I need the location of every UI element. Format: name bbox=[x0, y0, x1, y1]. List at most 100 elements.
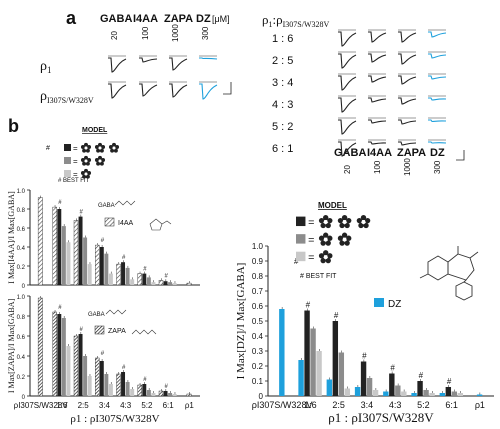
best-fit-mark: # bbox=[164, 384, 168, 390]
bar-model-1-1 bbox=[57, 209, 62, 285]
bar-model-2-3 bbox=[104, 253, 109, 285]
model-flower-0-0-petal bbox=[327, 217, 333, 224]
model-flower-0-2-petal bbox=[356, 217, 363, 224]
ratio-trace-3-3 bbox=[428, 97, 447, 101]
best-fit-mark: # bbox=[122, 255, 126, 261]
bar-model-1-2 bbox=[78, 334, 83, 396]
panel-a-label: a bbox=[66, 8, 77, 28]
model-flower-0-1-petal bbox=[339, 222, 345, 229]
bar-DZ-7 bbox=[476, 394, 483, 396]
model-flower-0-0-petal bbox=[80, 145, 85, 149]
x-tick-label: ρ1 bbox=[185, 401, 195, 410]
best-fit-mark: # bbox=[447, 377, 452, 386]
x-tick-label: 1:6 bbox=[56, 401, 68, 410]
bar-I4AA-6 bbox=[158, 280, 164, 286]
model-flower-0-2-petal bbox=[364, 217, 371, 224]
bar-model-3-4 bbox=[130, 279, 135, 285]
model-flower-0-0-petal bbox=[87, 145, 92, 149]
bar-model-3-5 bbox=[151, 282, 156, 285]
zapa-legend: ZAPA bbox=[94, 325, 157, 335]
dz-legend-label: DZ bbox=[388, 299, 401, 310]
ratio-trace-3-2 bbox=[398, 97, 417, 105]
model-hash: # bbox=[46, 145, 50, 152]
unit-label: [μM] bbox=[212, 14, 230, 24]
model-flower-1-0-petal bbox=[318, 235, 325, 241]
ratio-trace-0-2 bbox=[398, 31, 417, 43]
bar-model-3-1 bbox=[316, 351, 322, 396]
model-eq-2: = bbox=[308, 252, 314, 264]
bar-model-1-3 bbox=[360, 361, 367, 396]
x-tick-label: 6:1 bbox=[163, 401, 175, 410]
best-fit-mark: # bbox=[58, 200, 62, 206]
y-tick-label: 0.6 bbox=[17, 335, 26, 341]
mutant-label: ρI307S/W328V bbox=[40, 89, 94, 105]
bar-I4AA-2 bbox=[73, 220, 79, 286]
bar-model-2-4 bbox=[125, 267, 130, 285]
ratio-trace-3-1 bbox=[368, 97, 387, 103]
bar-DZ-4 bbox=[383, 391, 389, 396]
y-tick-label: 0.4 bbox=[252, 332, 264, 341]
bar-ZAPA-1 bbox=[52, 311, 57, 397]
model-swatch-1 bbox=[64, 157, 71, 164]
model-flower-0-2-petal bbox=[358, 222, 364, 229]
i4aa-legend-label: I4AA bbox=[118, 220, 134, 227]
x-tick-label: ρI307S/W328V bbox=[252, 400, 313, 410]
bar-model-1-6 bbox=[163, 391, 168, 396]
best-fit-mark: # bbox=[101, 351, 105, 357]
x-tick-label: 4:3 bbox=[120, 401, 132, 410]
x-axis-title: ρ1 : ρI307S/W328V bbox=[328, 410, 434, 425]
ratio-conc-zapa: 1000 bbox=[403, 158, 412, 176]
y-axis-title: I Max[ZAPA]/I Max[GABA] bbox=[7, 298, 16, 393]
bar-model-2-4 bbox=[395, 385, 401, 396]
model-eq-0: = bbox=[73, 144, 78, 153]
model-flower-0-1 bbox=[337, 215, 352, 229]
ratio-label-3: 4 : 3 bbox=[272, 99, 293, 111]
ratio-drug-gaba: GABA bbox=[334, 147, 366, 159]
ratio-trace-2-0 bbox=[338, 75, 357, 91]
model-flower-0-2-petal bbox=[113, 148, 118, 153]
ratio-row-labels: 1 : 6 2 : 5 3 : 4 4 : 3 5 : 2 6 : 1 bbox=[272, 33, 293, 155]
model-flower-0-0-petal bbox=[82, 148, 87, 153]
model-flower-0-0-center bbox=[84, 146, 88, 150]
model-title: MODEL bbox=[318, 201, 347, 210]
model-flower-0-1-petal bbox=[346, 217, 352, 224]
model-flower-0-0-petal bbox=[323, 215, 329, 221]
model-flower-2-0 bbox=[318, 250, 333, 264]
gaba-structure-1: GABA bbox=[98, 200, 136, 209]
panel-a-right-traces bbox=[338, 29, 465, 161]
best-fit-mark: # bbox=[143, 377, 147, 383]
model-flower-0-0-petal bbox=[85, 148, 90, 153]
ratio-conc-gaba: 20 bbox=[343, 165, 352, 174]
bar-ZAPA-5 bbox=[137, 384, 142, 397]
y-tick-label: 0.8 bbox=[17, 315, 26, 321]
drug-header-zapa: ZAPA bbox=[164, 13, 193, 25]
bar-model-2-6 bbox=[451, 391, 458, 396]
model-flower-0-0-petal bbox=[325, 222, 331, 229]
bar-DZ-5 bbox=[411, 393, 417, 396]
bar-model-1-4 bbox=[121, 262, 126, 285]
model-flower-0-2-petal bbox=[360, 215, 367, 221]
model-flower-2-0-petal bbox=[85, 174, 90, 179]
ratio-drug-dz: DZ bbox=[430, 147, 445, 159]
model-flower-2-0-petal bbox=[84, 168, 88, 173]
ratio-conc-dz: 300 bbox=[433, 160, 442, 174]
ratio-title: ρ1:ρI307S/W328V bbox=[262, 12, 329, 29]
trace-rho1-0 bbox=[108, 57, 127, 73]
bar-model-3-2 bbox=[87, 264, 92, 285]
model-swatch-2 bbox=[296, 251, 306, 262]
model-legend-left: MODEL # # BEST FIT = = = bbox=[46, 127, 120, 184]
best-fit-mark: # bbox=[143, 267, 147, 273]
y-tick-label: 0.7 bbox=[252, 287, 264, 296]
bar-model-2-3 bbox=[366, 378, 373, 396]
y-tick-label: 0.8 bbox=[252, 272, 264, 281]
ratio-trace-1-2 bbox=[398, 53, 417, 65]
y-tick-label: 0.1 bbox=[252, 377, 264, 386]
model-flower-1-0 bbox=[318, 232, 333, 246]
bar-model-2-4 bbox=[125, 382, 130, 396]
model-flower-2-0-petal bbox=[323, 250, 329, 256]
model-flower-1-1-petal bbox=[101, 158, 106, 162]
x-tick-label: 2:5 bbox=[78, 401, 90, 410]
y-tick-label: 1.0 bbox=[252, 242, 264, 251]
bar-model-2-6 bbox=[168, 393, 173, 396]
